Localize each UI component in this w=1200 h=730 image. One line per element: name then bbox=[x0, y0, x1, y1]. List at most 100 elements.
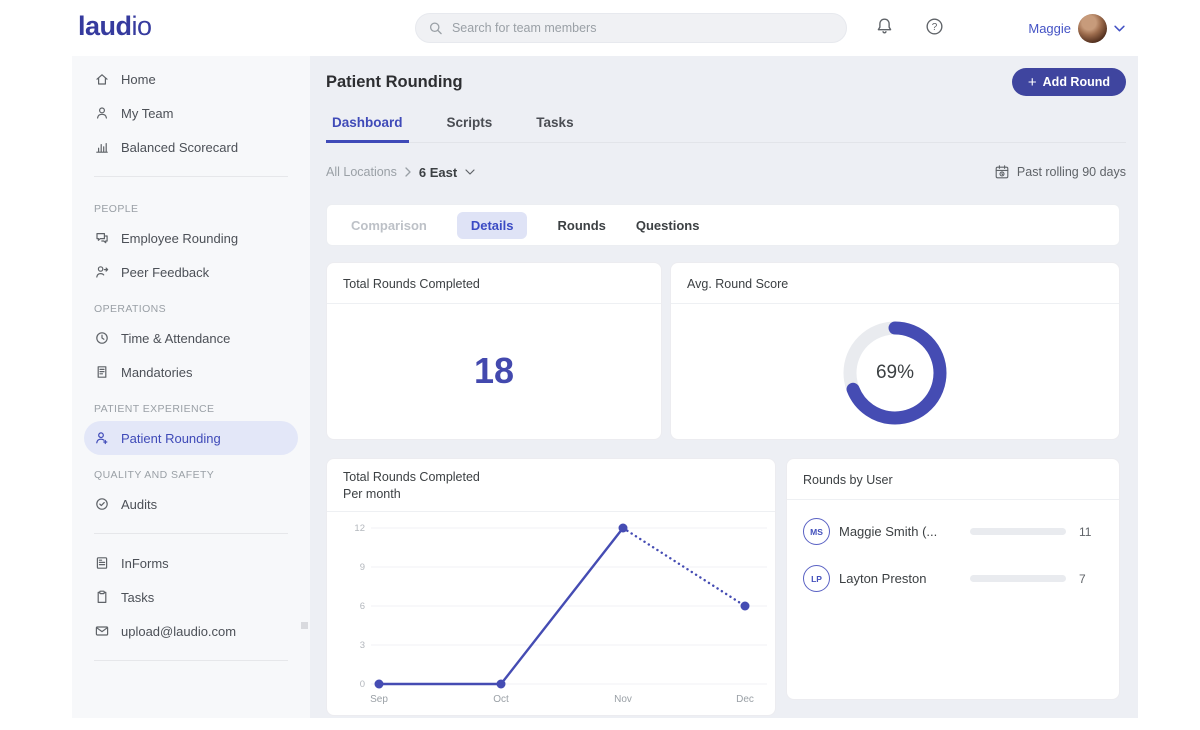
sidebar-item-employee-rounding[interactable]: Employee Rounding bbox=[84, 221, 298, 255]
date-range-filter[interactable]: Past rolling 90 days bbox=[994, 164, 1126, 180]
sidebar-item-mandatories[interactable]: Mandatories bbox=[84, 355, 298, 389]
svg-text:6: 6 bbox=[360, 601, 365, 612]
informs-icon bbox=[96, 557, 108, 569]
sidebar-section-label: PEOPLE bbox=[94, 203, 139, 215]
date-range-label: Past rolling 90 days bbox=[1016, 165, 1126, 179]
svg-text:3: 3 bbox=[360, 640, 365, 651]
user-initials-avatar: MS bbox=[803, 518, 830, 545]
tab-dashboard[interactable]: Dashboard bbox=[326, 106, 409, 143]
svg-text:Oct: Oct bbox=[493, 694, 509, 705]
sidebar-item-label: Balanced Scorecard bbox=[121, 139, 239, 155]
sidebar-section-label: OPERATIONS bbox=[94, 303, 167, 315]
user-rounds-bar bbox=[970, 575, 1066, 582]
sidebar-divider bbox=[94, 660, 288, 661]
laudio-logo[interactable]: laudio bbox=[78, 11, 152, 42]
user-initials-avatar: LP bbox=[803, 565, 830, 592]
user-rounds-value: 7 bbox=[1079, 571, 1086, 586]
card-title: Total Rounds Completed bbox=[327, 263, 661, 304]
user-round-row: MS Maggie Smith (... 11 bbox=[803, 508, 1103, 555]
sidebar-item-my-team[interactable]: My Team bbox=[84, 96, 298, 130]
chevron-down-icon[interactable] bbox=[465, 169, 475, 175]
employee-rounding-icon bbox=[96, 233, 108, 244]
sidebar-item-label: Patient Rounding bbox=[121, 430, 221, 446]
logo-text-bold: laud bbox=[78, 11, 132, 41]
sidebar-item-balanced-scorecard[interactable]: Balanced Scorecard bbox=[84, 130, 298, 164]
rounds-per-month-card: Total Rounds Completed Per month 0 3 6 9 12 S… bbox=[326, 458, 776, 716]
sidebar-item-tasks[interactable]: Tasks bbox=[84, 580, 298, 614]
sidebar-item-peer-feedback[interactable]: Peer Feedback bbox=[84, 255, 298, 289]
search-input[interactable] bbox=[449, 20, 834, 36]
subtab-details[interactable]: Details bbox=[456, 211, 528, 239]
line-chart-title-line2: Per month bbox=[343, 486, 401, 501]
sidebar-item-informs[interactable]: InForms bbox=[84, 546, 298, 580]
avg-score-body: 69% bbox=[671, 304, 1119, 438]
svg-text:Dec: Dec bbox=[736, 694, 754, 705]
kpi-row: Total Rounds Completed 18 Avg. Round Sco… bbox=[326, 262, 1120, 440]
sidebar-section-label: QUALITY AND SAFETY bbox=[94, 469, 215, 481]
sidebar-nav: Home My Team Balanced Scorecard PEOPLE Emplo… bbox=[72, 56, 310, 718]
sidebar-scrollbar-thumb[interactable] bbox=[301, 622, 308, 629]
svg-text:9: 9 bbox=[360, 562, 365, 573]
rounds-by-user-card: Rounds by User MS Maggie Smith (... 11 LP La… bbox=[786, 458, 1120, 700]
sidebar-item-time-attendance[interactable]: Time & Attendance bbox=[84, 321, 298, 355]
tab-scripts[interactable]: Scripts bbox=[446, 115, 493, 130]
user-avatar bbox=[1078, 13, 1107, 43]
chevron-down-icon bbox=[1114, 25, 1125, 31]
card-title: Rounds by User bbox=[787, 459, 1119, 500]
user-rounds-value: 11 bbox=[1079, 524, 1092, 539]
card-title: Total Rounds Completed Per month bbox=[327, 459, 775, 512]
user-rows: MS Maggie Smith (... 11 LP Layton Preston 7 bbox=[787, 500, 1119, 602]
sidebar-divider bbox=[94, 533, 288, 534]
notifications-button[interactable] bbox=[872, 16, 896, 40]
avg-round-score-card: Avg. Round Score 69% bbox=[670, 262, 1120, 440]
add-round-button[interactable]: + Add Round bbox=[1011, 68, 1126, 96]
sidebar-item-upload-laudio-com[interactable]: upload@laudio.com bbox=[84, 614, 298, 648]
user-round-row: LP Layton Preston 7 bbox=[803, 555, 1103, 602]
card-title: Avg. Round Score bbox=[671, 263, 1119, 304]
tasks-icon bbox=[97, 590, 107, 603]
filter-row: All Locations 6 East Past rolling 90 day… bbox=[326, 158, 1126, 186]
breadcrumb-all-locations[interactable]: All Locations bbox=[326, 165, 397, 179]
peer-feedback-icon bbox=[96, 266, 109, 278]
total-rounds-body: 18 bbox=[327, 304, 661, 438]
logo-text-light: io bbox=[131, 11, 153, 41]
sidebar-item-label: Peer Feedback bbox=[121, 264, 210, 280]
patient-rounding-icon bbox=[96, 432, 108, 445]
user-name-label: Maggie Smith (... bbox=[839, 524, 938, 539]
sidebar-item-home[interactable]: Home bbox=[84, 62, 298, 96]
sidebar-item-label: Audits bbox=[121, 496, 158, 512]
subtab-questions[interactable]: Questions bbox=[635, 217, 700, 233]
search-bar[interactable] bbox=[415, 13, 847, 43]
line-chart-title-line1: Total Rounds Completed bbox=[343, 470, 480, 484]
chevron-right-icon bbox=[405, 167, 411, 177]
total-rounds-card: Total Rounds Completed 18 bbox=[326, 262, 662, 440]
help-button[interactable]: ? bbox=[922, 16, 946, 40]
dashboard-subtabs: Comparison Details Rounds Questions bbox=[326, 204, 1120, 246]
sidebar-item-label: My Team bbox=[121, 105, 174, 121]
scorecard-icon bbox=[96, 143, 108, 153]
mail-icon bbox=[95, 626, 109, 636]
main-tabs: Dashboard Scripts Tasks bbox=[326, 106, 1126, 143]
svg-text:?: ? bbox=[931, 22, 937, 33]
svg-text:12: 12 bbox=[354, 523, 365, 534]
clock-icon bbox=[96, 332, 108, 344]
user-rounds-bar bbox=[970, 528, 1066, 535]
tab-tasks[interactable]: Tasks bbox=[536, 115, 574, 130]
home-icon bbox=[96, 74, 108, 85]
user-name: Maggie bbox=[1028, 20, 1071, 36]
help-icon: ? bbox=[925, 18, 943, 35]
sidebar-item-label: Tasks bbox=[121, 589, 155, 605]
breadcrumb-current-location[interactable]: 6 East bbox=[418, 164, 458, 180]
add-round-label: Add Round bbox=[1042, 75, 1110, 89]
subtab-rounds[interactable]: Rounds bbox=[557, 217, 606, 233]
avg-score-donut: 69% bbox=[839, 317, 951, 429]
team-icon bbox=[97, 107, 107, 119]
page-header-row: Patient Rounding + Add Round bbox=[326, 66, 1126, 98]
user-menu[interactable]: Maggie bbox=[1028, 13, 1125, 43]
sidebar-item-label: Employee Rounding bbox=[121, 230, 239, 246]
line-chart: 0 3 6 9 12 Sep Oct Nov Dec bbox=[354, 523, 767, 705]
sidebar-item-patient-rounding[interactable]: Patient Rounding bbox=[84, 421, 298, 455]
subtab-comparison: Comparison bbox=[351, 217, 427, 233]
sidebar-divider bbox=[94, 176, 288, 177]
sidebar-item-audits[interactable]: Audits bbox=[84, 487, 298, 521]
